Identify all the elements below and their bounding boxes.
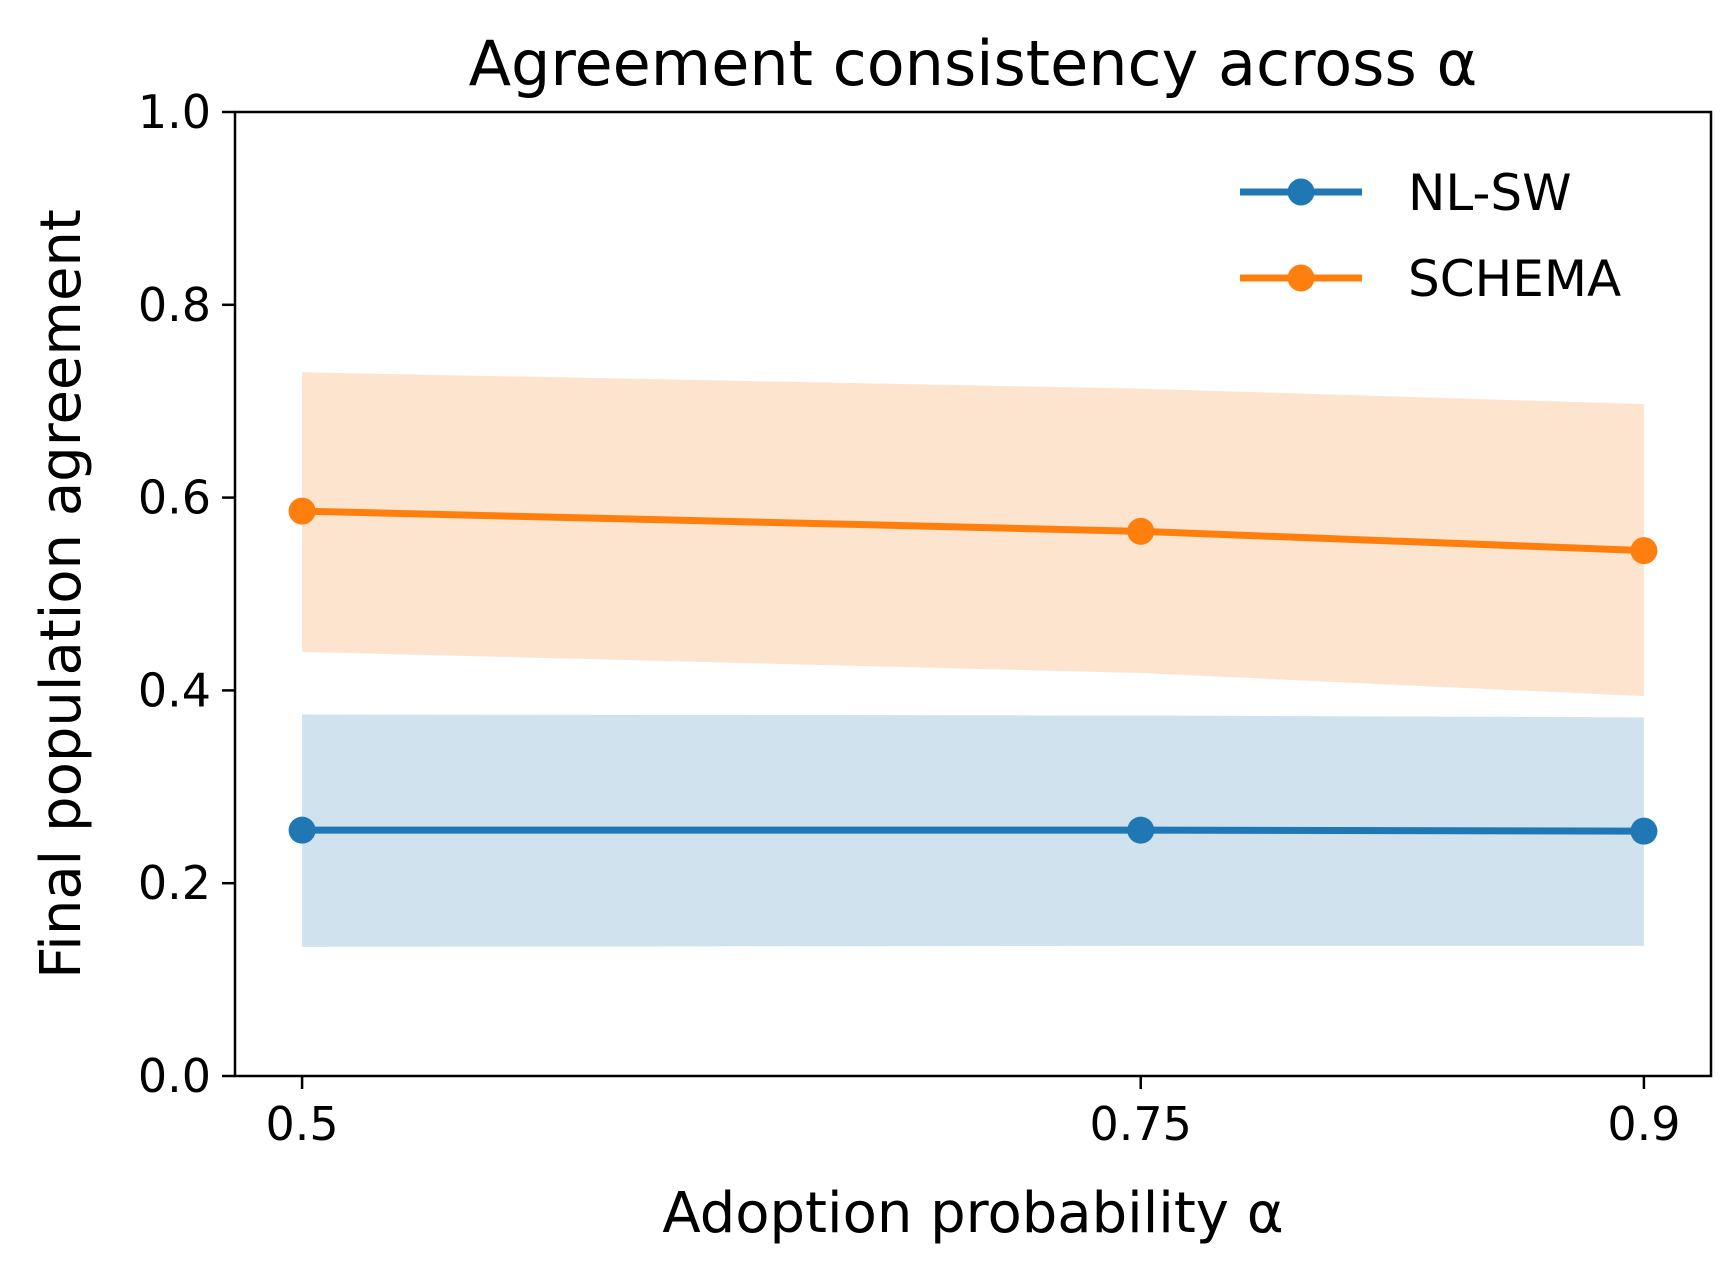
x-axis-ticks: 0.5 0.75 0.9 [266, 1076, 1680, 1151]
y-axis-ticks: 0.0 0.2 0.4 0.6 0.8 1.0 [138, 85, 235, 1103]
legend-nl-sw-marker [1287, 178, 1315, 206]
legend-schema-label: SCHEMA [1408, 250, 1621, 308]
schema-point [288, 497, 316, 525]
nl-sw-line [302, 826, 1644, 835]
plot-frame [233, 110, 1713, 1078]
y-tick-label: 0.4 [138, 663, 211, 717]
legend-schema-marker [1287, 264, 1315, 292]
y-tick-label: 0.0 [138, 1049, 211, 1103]
nl-sw-point [288, 816, 316, 844]
schema-confidence-band [302, 372, 1644, 697]
legend-nl-sw-label: NL-SW [1408, 164, 1572, 222]
y-axis-label: Final population agreement [29, 209, 94, 979]
schema-point [1127, 517, 1155, 545]
x-axis-label: Adoption probability α [662, 1181, 1283, 1246]
nl-sw-point [1127, 816, 1155, 844]
y-tick-label: 0.6 [138, 471, 211, 525]
y-tick-label: 0.8 [138, 278, 211, 332]
x-tick-label: 0.9 [1607, 1097, 1680, 1151]
x-tick-label: 0.5 [266, 1097, 339, 1151]
y-tick-label: 1.0 [138, 85, 211, 139]
series-points [288, 497, 1658, 845]
nl-sw-point [1630, 817, 1658, 845]
schema-point [1630, 537, 1658, 565]
chart-title: Agreement consistency across α [469, 27, 1478, 100]
x-tick-label: 0.75 [1090, 1097, 1192, 1151]
legend: NL-SW SCHEMA [1240, 164, 1621, 308]
y-tick-label: 0.2 [138, 856, 211, 910]
